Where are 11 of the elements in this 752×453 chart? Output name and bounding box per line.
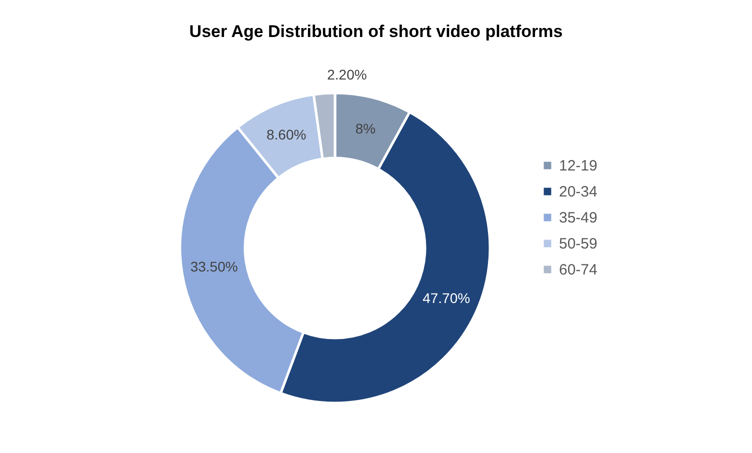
chart-title: User Age Distribution of short video platforms bbox=[189, 22, 563, 41]
data-label: 47.70% bbox=[422, 290, 470, 306]
data-label: 2.20% bbox=[327, 66, 367, 82]
legend-label: 50-59 bbox=[559, 236, 598, 252]
data-label: 33.50% bbox=[190, 258, 238, 275]
data-label: 8.60% bbox=[266, 126, 306, 143]
legend-label: 20-34 bbox=[559, 184, 598, 200]
legend-label: 12-19 bbox=[559, 158, 598, 174]
data-label: 8% bbox=[355, 120, 376, 136]
legend-label: 35-49 bbox=[559, 210, 598, 226]
legend-label: 60-74 bbox=[559, 262, 598, 278]
